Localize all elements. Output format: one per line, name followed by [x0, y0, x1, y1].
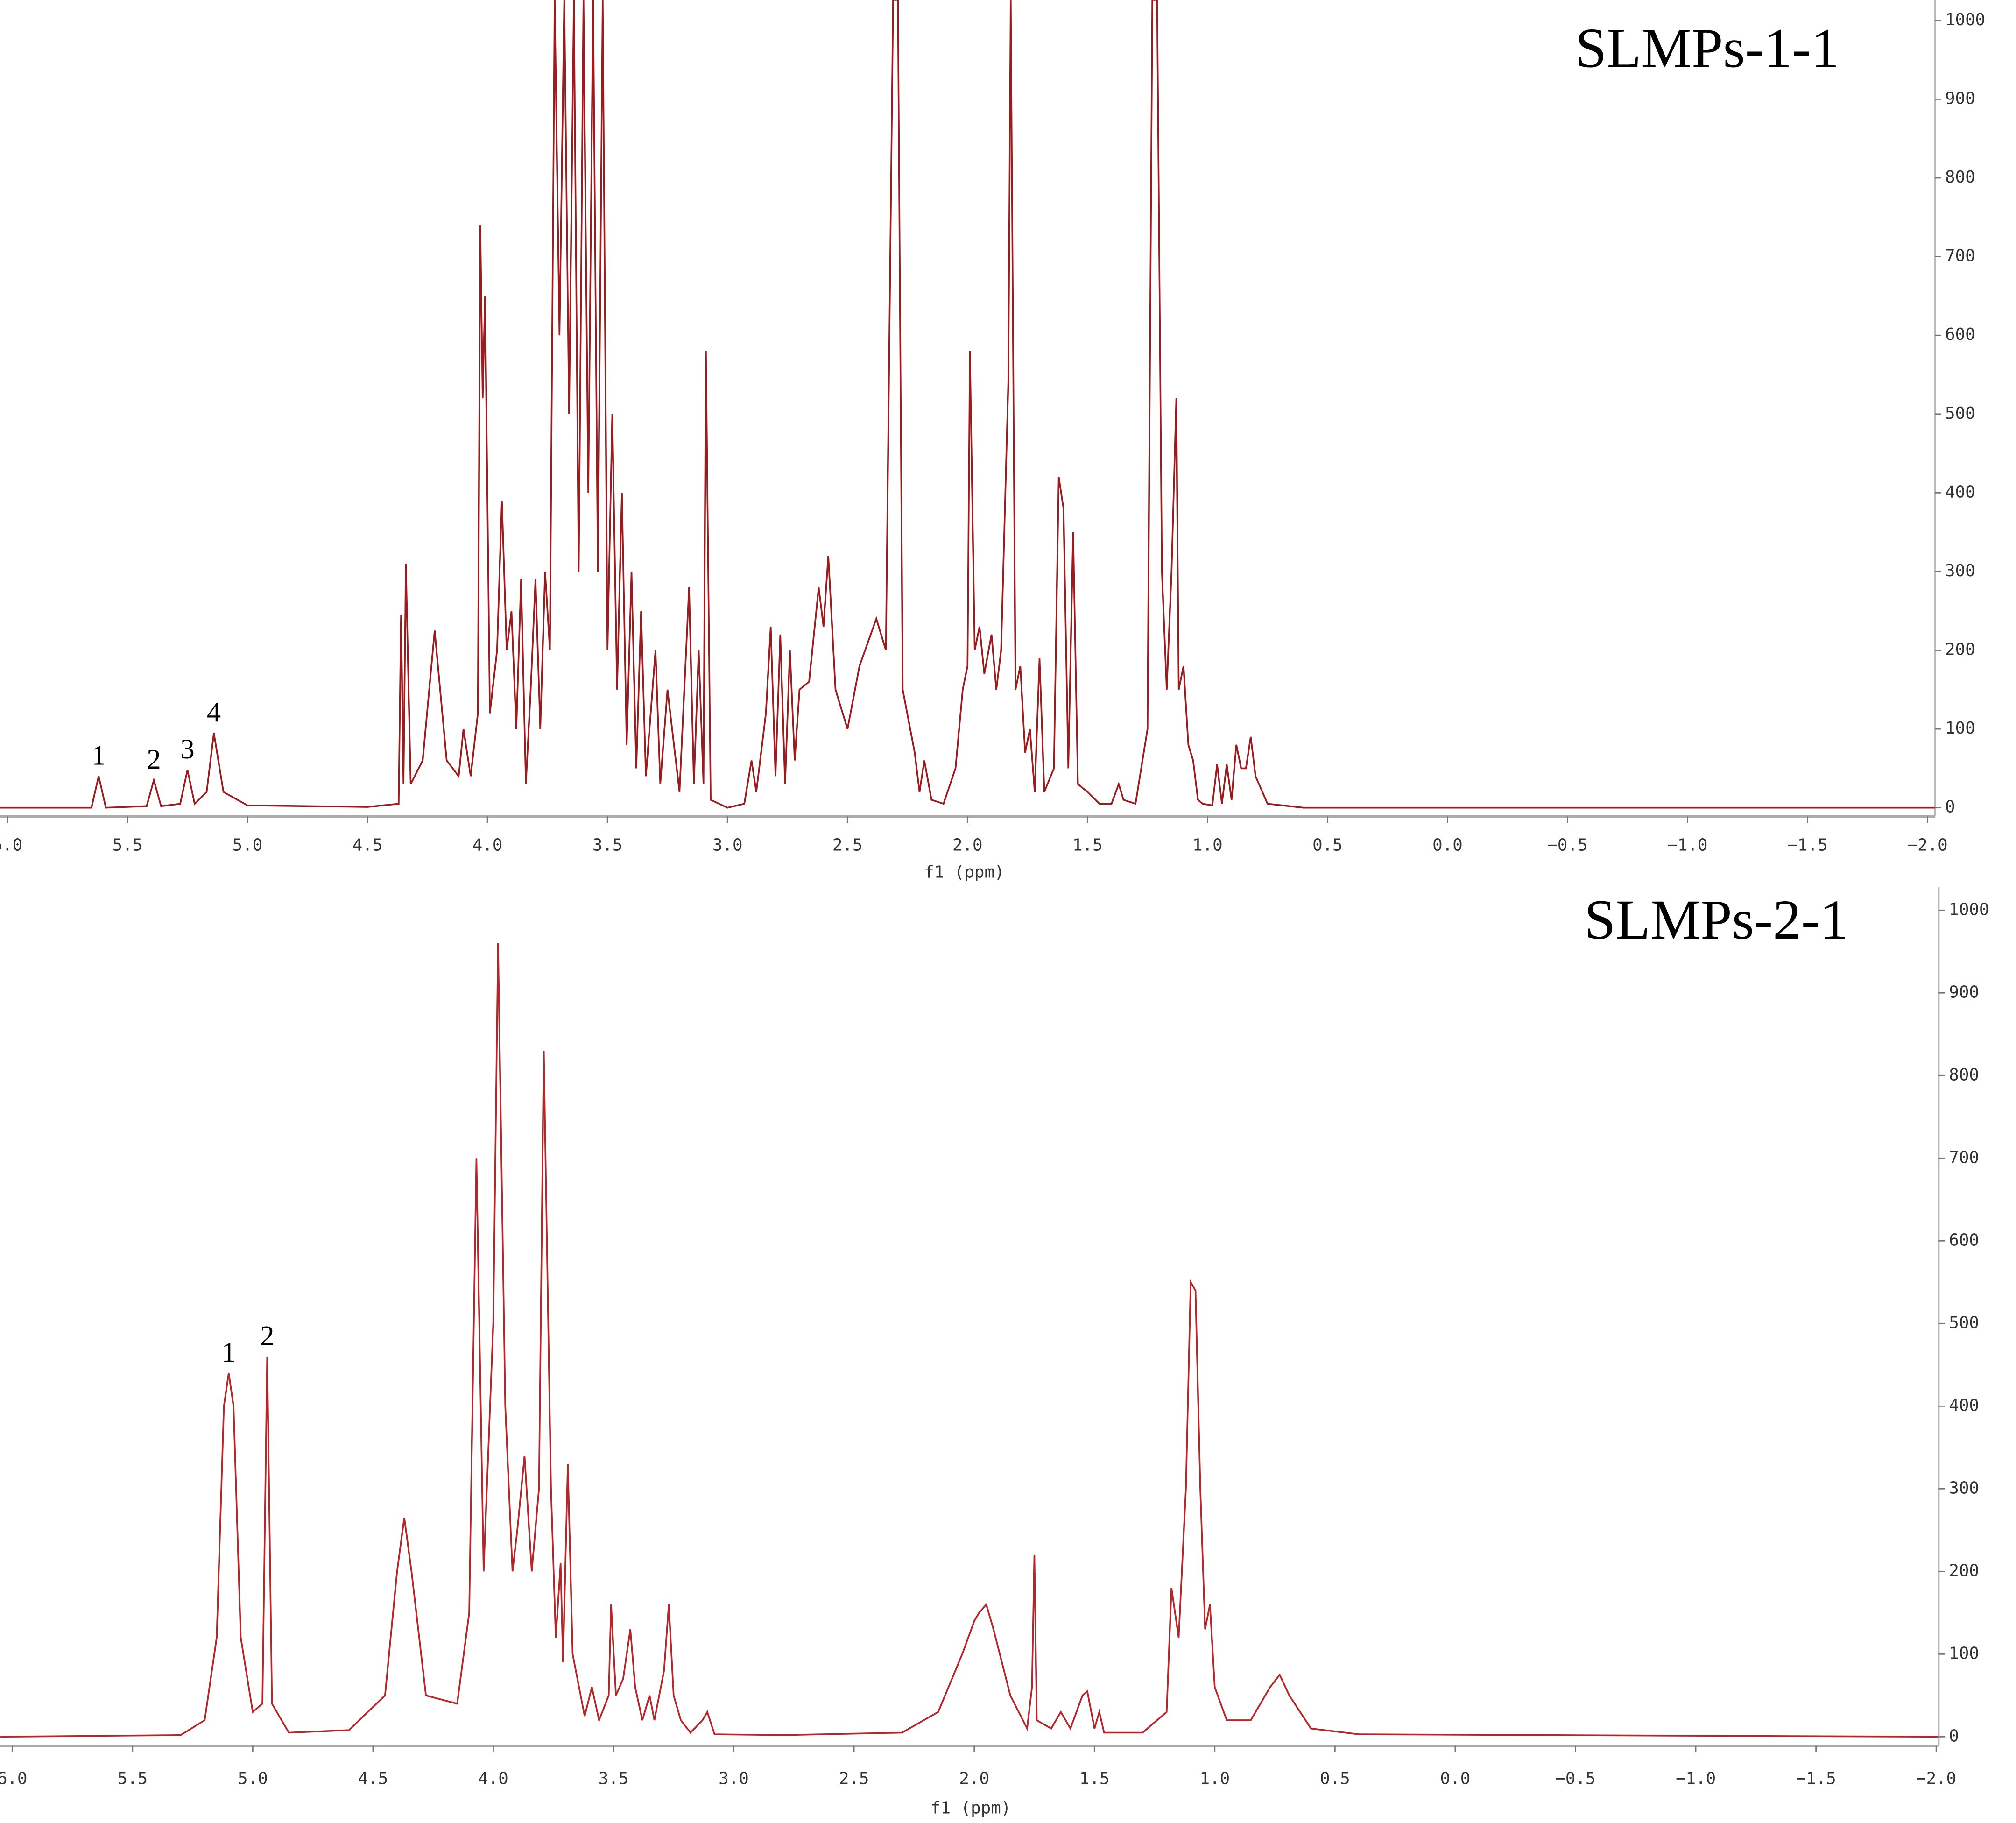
spectrum-line	[0, 0, 1935, 809]
y-tick-label: 600	[1949, 1230, 1979, 1250]
x-tick-label: 5.5	[113, 836, 143, 855]
x-tick-label: 6.0	[0, 1769, 28, 1788]
peak-label: 1	[222, 1337, 236, 1368]
x-tick-label: 4.5	[352, 836, 383, 855]
y-tick-label: 400	[1949, 1396, 1979, 1415]
x-tick-label: 5.0	[238, 1769, 268, 1788]
y-tick-label: 300	[1949, 1478, 1979, 1498]
x-tick-label: 4.5	[358, 1769, 388, 1788]
x-tick-label: 1.0	[1199, 1769, 1230, 1788]
x-tick-label: 0.5	[1320, 1769, 1350, 1788]
y-tick-label: 700	[1949, 1148, 1979, 1167]
y-tick-label: 900	[1945, 89, 1975, 108]
x-tick-label: 1.5	[1079, 1769, 1110, 1788]
x-axis-label: f1 (ppm)	[930, 1799, 1011, 1818]
x-tick-label: −1.5	[1787, 836, 1827, 855]
x-tick-label: 1.5	[1072, 836, 1103, 855]
plot-area	[0, 943, 1939, 1738]
x-tick-label: 4.0	[472, 836, 503, 855]
y-tick-label: 1000	[1945, 10, 1985, 29]
x-tick-label: 3.0	[712, 836, 743, 855]
x-tick-label: 2.5	[832, 836, 863, 855]
y-tick-label: 800	[1945, 168, 1975, 187]
x-tick-label: 6.0	[0, 836, 22, 855]
x-tick-label: −1.5	[1796, 1769, 1836, 1788]
y-tick-label: 400	[1945, 482, 1975, 502]
peak-label: 3	[180, 734, 194, 765]
x-tick-label: −2.0	[1908, 836, 1948, 855]
y-tick-label: 500	[1949, 1313, 1979, 1332]
y-tick-label: 200	[1949, 1561, 1979, 1580]
x-tick-label: 2.5	[839, 1769, 869, 1788]
x-tick-label: 5.5	[118, 1769, 148, 1788]
y-tick-label: 100	[1949, 1644, 1979, 1663]
x-tick-label: 0.0	[1440, 1769, 1471, 1788]
x-tick-label: −1.0	[1667, 836, 1707, 855]
x-tick-label: 4.0	[478, 1769, 508, 1788]
y-tick-label: 900	[1949, 982, 1979, 1002]
x-tick-label: 3.0	[719, 1769, 749, 1788]
y-tick-label: 800	[1949, 1065, 1979, 1084]
peak-label: 1	[92, 740, 106, 771]
x-tick-label: 1.0	[1192, 836, 1223, 855]
y-tick-label: 300	[1945, 561, 1975, 580]
y-tick-label: 1000	[1949, 900, 1989, 919]
y-tick-label: 100	[1945, 719, 1975, 738]
x-tick-label: 0.0	[1432, 836, 1463, 855]
x-tick-label: 2.0	[952, 836, 983, 855]
peak-label: 2	[147, 744, 161, 775]
x-tick-label: −1.0	[1676, 1769, 1716, 1788]
x-tick-label: 3.5	[592, 836, 623, 855]
spectrum-line	[0, 943, 1939, 1738]
x-tick-label: 0.5	[1312, 836, 1343, 855]
y-tick-label: 700	[1945, 247, 1975, 266]
peak-label: 2	[260, 1320, 274, 1351]
y-tick-label: 500	[1945, 404, 1975, 423]
chart-title: SLMPs-1-1	[1575, 17, 1839, 79]
x-tick-label: −0.5	[1547, 836, 1587, 855]
chart-title: SLMPs-2-1	[1584, 889, 1848, 951]
y-tick-label: 0	[1945, 798, 1955, 817]
x-axis-label: f1 (ppm)	[924, 862, 1004, 882]
x-tick-label: 5.0	[233, 836, 263, 855]
x-tick-label: 2.0	[959, 1769, 989, 1788]
x-tick-label: 3.5	[599, 1769, 629, 1788]
peak-label: 4	[207, 697, 221, 728]
x-tick-label: −2.0	[1916, 1769, 1956, 1788]
plot-area	[0, 0, 1935, 809]
y-tick-label: 0	[1949, 1726, 1959, 1745]
y-tick-label: 200	[1945, 640, 1975, 659]
x-tick-label: −0.5	[1555, 1769, 1595, 1788]
y-tick-label: 600	[1945, 325, 1975, 344]
